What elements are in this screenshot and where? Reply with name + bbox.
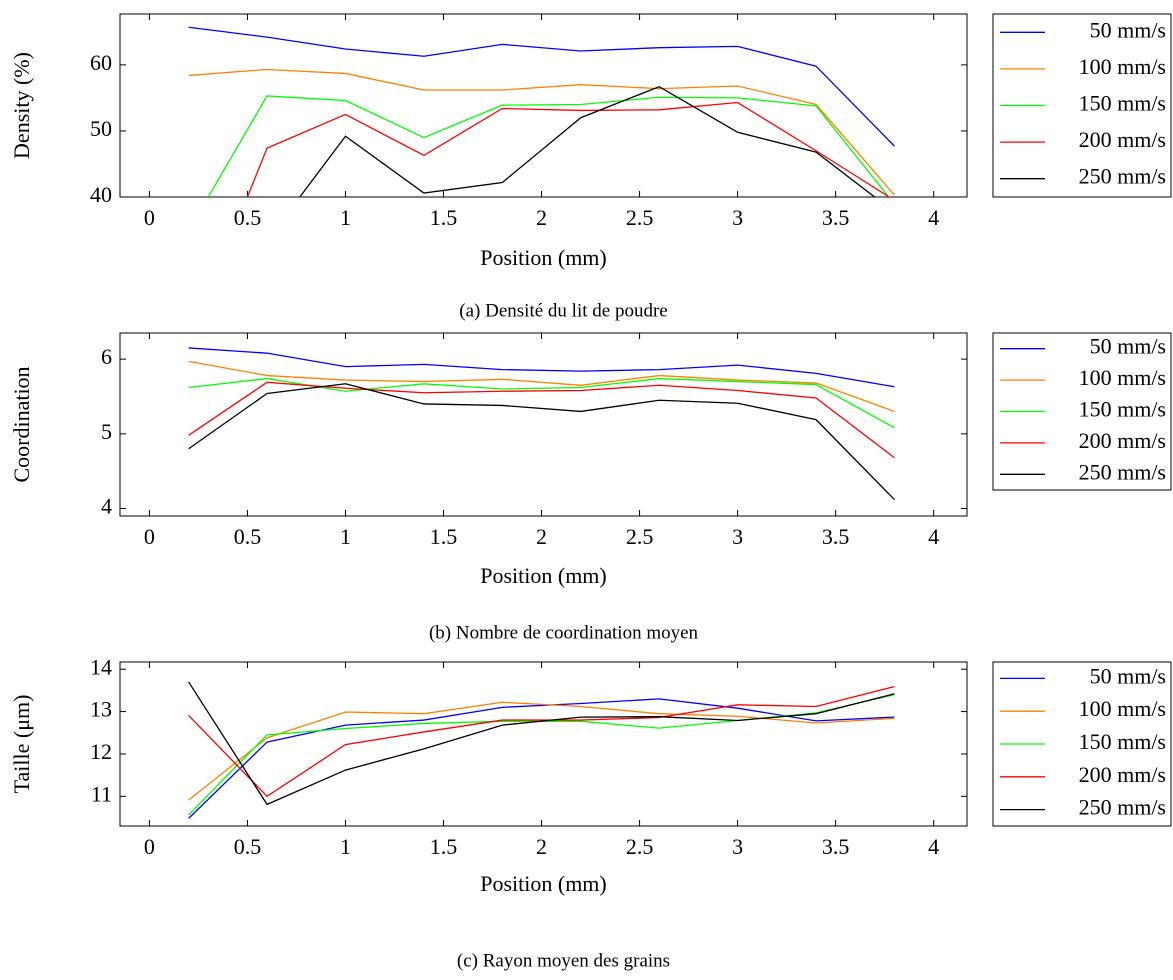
series-line	[207, 95, 890, 197]
legend-label: 250 mm/s	[1079, 164, 1166, 189]
x-tick-label: 4	[928, 524, 939, 549]
series-line	[188, 693, 895, 816]
plot-frame	[119, 661, 968, 827]
x-tick-label: 2.5	[626, 834, 654, 859]
x-tick-label: 1	[340, 524, 351, 549]
series-line	[188, 383, 895, 501]
legend-label: 200 mm/s	[1079, 428, 1166, 453]
x-axis-label: Position (mm)	[480, 563, 607, 588]
x-axis-label: Position (mm)	[480, 871, 607, 896]
legend-label: 250 mm/s	[1079, 459, 1166, 484]
x-tick-label: 3.5	[822, 834, 850, 859]
legend-label: 50 mm/s	[1090, 17, 1166, 42]
legend-label: 100 mm/s	[1079, 365, 1166, 390]
y-tick-label: 40	[90, 182, 112, 207]
plot-frame	[119, 332, 968, 517]
x-tick-label: 4	[928, 834, 939, 859]
legend-label: 100 mm/s	[1079, 54, 1166, 79]
x-tick-label: 3	[732, 205, 743, 230]
x-tick-label: 0	[144, 205, 155, 230]
x-tick-label: 0.5	[234, 524, 262, 549]
legend-label: 100 mm/s	[1079, 696, 1166, 721]
series-line	[246, 101, 891, 197]
x-tick-label: 2	[536, 524, 547, 549]
legend-label: 200 mm/s	[1079, 127, 1166, 152]
caption: (b) Nombre de coordination moyen	[429, 622, 699, 643]
series-line	[188, 685, 895, 798]
x-tick-label: 1	[340, 205, 351, 230]
y-axis-label: Density (%)	[9, 52, 34, 159]
y-tick-label: 50	[90, 116, 112, 141]
legend-label: 200 mm/s	[1079, 762, 1166, 787]
series-group	[188, 681, 895, 819]
series-group	[188, 26, 895, 197]
legend-label: 50 mm/s	[1090, 663, 1166, 688]
y-tick-label: 4	[101, 494, 112, 519]
legend-label: 150 mm/s	[1079, 729, 1166, 754]
legend-label: 50 mm/s	[1090, 334, 1166, 359]
x-tick-label: 3.5	[822, 524, 850, 549]
y-axis-label: Coordination	[9, 366, 34, 482]
y-tick-label: 60	[90, 50, 112, 75]
series-line	[188, 360, 895, 413]
x-tick-label: 0	[144, 834, 155, 859]
x-tick-label: 0	[144, 524, 155, 549]
y-tick-label: 12	[90, 739, 112, 764]
y-tick-label: 6	[101, 344, 112, 369]
plot-frame	[119, 13, 968, 198]
y-tick-label: 14	[90, 654, 112, 679]
y-tick-label: 13	[90, 697, 112, 722]
x-tick-label: 2	[536, 205, 547, 230]
x-tick-label: 1.5	[430, 834, 458, 859]
x-axis-label: Position (mm)	[480, 245, 607, 270]
legend-label: 150 mm/s	[1079, 397, 1166, 422]
x-tick-label: 1.5	[430, 524, 458, 549]
x-tick-label: 4	[928, 205, 939, 230]
y-axis-label: Taille (μm)	[9, 695, 34, 794]
y-tick-label: 5	[101, 419, 112, 444]
series-line	[188, 68, 895, 196]
series-line	[188, 698, 895, 819]
legend-label: 150 mm/s	[1079, 91, 1166, 116]
x-tick-label: 2	[536, 834, 547, 859]
series-line	[188, 381, 895, 459]
x-tick-label: 2.5	[626, 205, 654, 230]
series-line	[188, 26, 895, 147]
legend-label: 250 mm/s	[1079, 795, 1166, 820]
caption: (c) Rayon moyen des grains	[457, 950, 670, 971]
series-group	[188, 347, 895, 501]
series-line	[188, 347, 895, 388]
x-tick-label: 2.5	[626, 524, 654, 549]
x-tick-label: 1.5	[430, 205, 458, 230]
series-line	[188, 681, 895, 806]
x-tick-label: 3	[732, 524, 743, 549]
y-tick-label: 11	[91, 781, 112, 806]
series-line	[298, 85, 876, 197]
x-tick-label: 1	[340, 834, 351, 859]
x-tick-label: 3.5	[822, 205, 850, 230]
x-tick-label: 3	[732, 834, 743, 859]
series-line	[188, 377, 895, 429]
series-line	[188, 701, 895, 801]
caption: (a) Densité du lit de poudre	[459, 300, 667, 321]
x-tick-label: 0.5	[234, 205, 262, 230]
x-tick-label: 0.5	[234, 834, 262, 859]
